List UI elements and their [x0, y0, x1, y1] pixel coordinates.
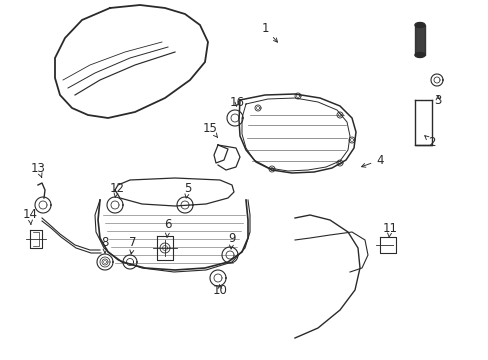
Text: 8: 8: [101, 237, 108, 253]
Text: 2: 2: [424, 135, 435, 148]
Text: 13: 13: [30, 162, 45, 177]
Text: 6: 6: [164, 219, 171, 237]
Text: 14: 14: [22, 208, 38, 224]
Text: 7: 7: [129, 237, 137, 254]
Text: 1: 1: [261, 22, 277, 42]
Text: 11: 11: [382, 221, 397, 237]
Text: 12: 12: [109, 181, 124, 197]
Ellipse shape: [414, 22, 424, 27]
Text: 4: 4: [361, 153, 383, 167]
Text: 16: 16: [229, 95, 244, 108]
Text: 5: 5: [184, 181, 191, 198]
Text: 3: 3: [433, 94, 441, 107]
Text: 9: 9: [228, 231, 235, 249]
Ellipse shape: [414, 53, 424, 58]
Text: 10: 10: [212, 284, 227, 297]
Text: 15: 15: [202, 122, 217, 138]
